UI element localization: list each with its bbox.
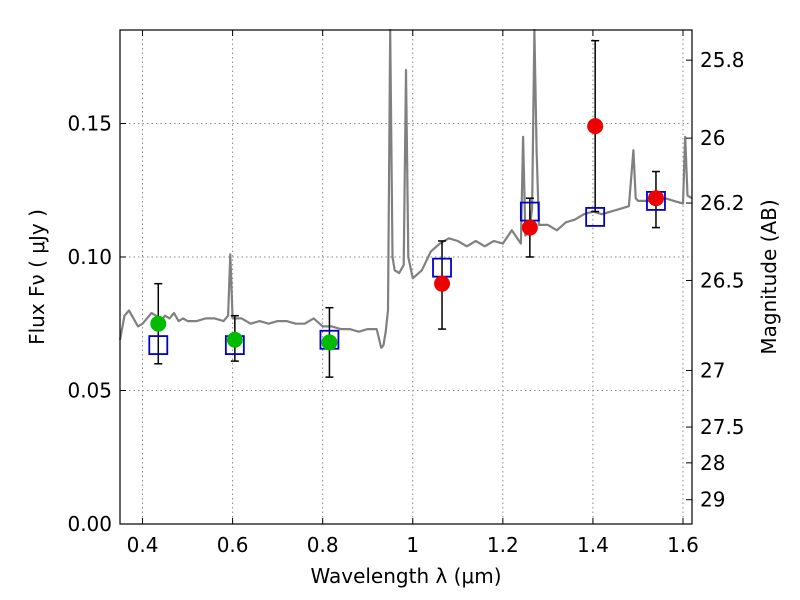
right-tick-label: 26 xyxy=(700,126,725,150)
spectrum-layer xyxy=(118,28,693,349)
right-tick-label: 27.5 xyxy=(700,415,745,439)
spectrum-line xyxy=(118,28,693,349)
y-tick-label: 0.15 xyxy=(67,111,112,135)
x-axis-label: Wavelength λ (μm) xyxy=(310,564,501,588)
right-axis-label: Magnitude (AB) xyxy=(757,199,781,354)
x-tick-label: 1.2 xyxy=(487,533,519,557)
model-square-point xyxy=(585,207,606,227)
axis-ticks: 0.4 0.6 0.8 1 1.2 1.4 1.6 0.00 0.05 0.10 0.15 25.8 2… xyxy=(67,30,745,557)
x-tick-label: 0.8 xyxy=(307,533,339,557)
right-tick-label: 29 xyxy=(700,488,725,512)
y-tick-label: 0.00 xyxy=(67,512,112,536)
right-tick-label: 26.5 xyxy=(700,268,745,292)
infrared-flux-point xyxy=(587,118,604,135)
grid-lines xyxy=(120,30,692,524)
y-tick-label: 0.10 xyxy=(67,245,112,269)
right-tick-label: 25.8 xyxy=(700,48,745,72)
x-tick-label: 1.6 xyxy=(667,533,699,557)
infrared-flux-point xyxy=(647,190,664,207)
marker-layer xyxy=(148,39,666,378)
x-tick-label: 0.6 xyxy=(217,533,249,557)
model-square-point xyxy=(148,335,169,355)
x-tick-label: 0.4 xyxy=(127,533,159,557)
infrared-flux-point xyxy=(434,275,451,292)
optical-flux-point xyxy=(226,331,243,348)
right-tick-label: 28 xyxy=(700,451,725,475)
y-tick-label: 0.05 xyxy=(67,378,112,402)
right-tick-label: 26.2 xyxy=(700,191,745,215)
y-axis-label: Flux Fν ( μJy ) xyxy=(25,209,49,345)
infrared-flux-point xyxy=(521,219,538,236)
optical-flux-point xyxy=(321,334,338,351)
x-tick-label: 1 xyxy=(406,533,419,557)
right-tick-label: 27 xyxy=(700,358,725,382)
optical-flux-point xyxy=(150,315,167,332)
plot-frame xyxy=(119,29,693,525)
x-tick-label: 1.4 xyxy=(577,533,609,557)
